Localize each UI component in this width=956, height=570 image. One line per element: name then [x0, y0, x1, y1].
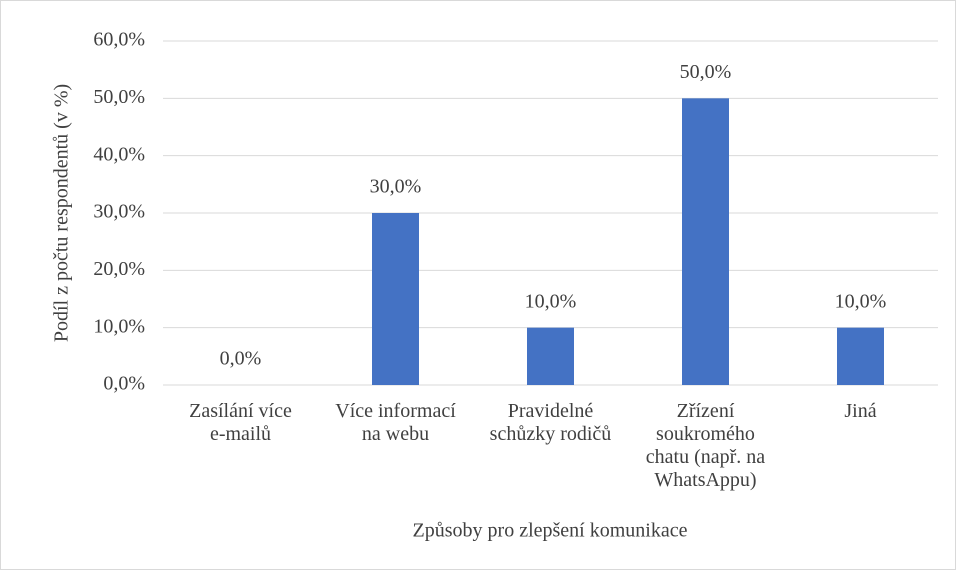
- bar: [372, 213, 419, 385]
- y-tick-label: 10,0%: [93, 315, 145, 337]
- data-label: 10,0%: [835, 290, 887, 312]
- bar: [682, 98, 729, 385]
- x-axis-title: Způsoby pro zlepšení komunikace: [413, 520, 688, 542]
- x-tick-label: Jiná: [844, 400, 877, 422]
- y-axis-title: Podíl z počtu respondentů (v %): [51, 84, 73, 342]
- y-tick-label: 50,0%: [93, 86, 145, 108]
- y-tick-label: 0,0%: [103, 373, 145, 395]
- y-tick-label: 40,0%: [93, 143, 145, 165]
- bar: [527, 327, 574, 385]
- x-tick-label: Více informací na webu: [335, 400, 456, 445]
- data-label: 50,0%: [680, 61, 732, 83]
- x-tick-label: Pravidelné schůzky rodičů: [489, 400, 612, 445]
- data-label: 0,0%: [220, 348, 262, 370]
- x-tick-label: Zasílání více e-mailů: [189, 400, 292, 445]
- data-label: 30,0%: [370, 176, 422, 198]
- x-tick-label: Zřízení soukromého chatu (např. na Whats…: [645, 400, 766, 491]
- y-tick-label: 20,0%: [93, 258, 145, 280]
- data-label: 10,0%: [525, 290, 577, 312]
- y-tick-label: 60,0%: [93, 29, 145, 51]
- y-tick-label: 30,0%: [93, 201, 145, 223]
- bar: [837, 327, 884, 385]
